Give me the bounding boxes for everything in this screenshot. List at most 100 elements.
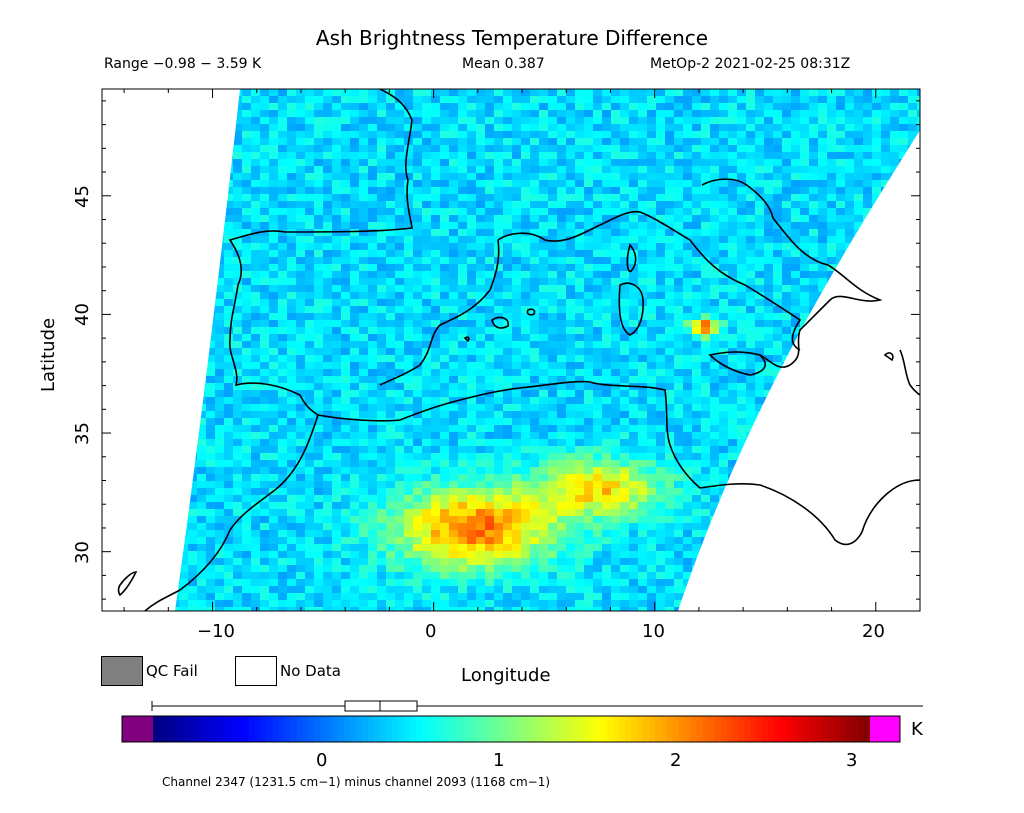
swath-pixel	[188, 327, 198, 335]
swath-pixel	[845, 243, 855, 251]
swath-pixel	[602, 208, 612, 216]
swath-pixel	[845, 432, 855, 440]
swath-pixel	[206, 348, 216, 356]
swath-pixel	[395, 201, 405, 209]
swath-pixel	[287, 138, 297, 146]
swath-pixel	[332, 236, 342, 244]
swath-pixel	[773, 432, 783, 440]
swath-pixel	[674, 425, 684, 433]
swath-pixel	[863, 215, 873, 223]
swath-pixel	[773, 446, 783, 454]
swath-pixel	[175, 124, 180, 132]
swath-pixel	[566, 425, 576, 433]
swath-pixel	[548, 460, 558, 468]
swath-pixel	[386, 285, 396, 293]
swath-pixel	[377, 474, 387, 482]
swath-pixel	[350, 362, 360, 370]
swath-pixel	[323, 271, 333, 279]
swath-pixel	[782, 418, 792, 426]
swath-pixel	[530, 411, 540, 419]
swath-pixel	[467, 271, 477, 279]
swath-pixel	[845, 299, 855, 307]
swath-pixel	[179, 432, 189, 440]
swath-pixel	[602, 285, 612, 293]
swath-pixel	[494, 348, 504, 356]
swath-pixel	[611, 439, 621, 447]
swath-pixel	[260, 411, 270, 419]
swath-pixel	[422, 481, 432, 489]
swath-pixel	[575, 432, 585, 440]
swath-pixel	[413, 159, 423, 167]
swath-pixel	[404, 446, 414, 454]
swath-pixel	[845, 173, 855, 181]
swath-pixel	[548, 327, 558, 335]
swath-pixel	[881, 404, 891, 412]
swath-pixel	[413, 404, 423, 412]
swath-pixel	[422, 180, 432, 188]
swath-pixel	[755, 103, 765, 111]
swath-pixel	[404, 460, 414, 468]
swath-pixel	[737, 362, 747, 370]
swath-pixel	[530, 446, 540, 454]
swath-pixel	[422, 418, 432, 426]
swath-pixel	[773, 145, 783, 153]
swath-pixel	[773, 138, 783, 146]
swath-pixel	[548, 215, 558, 223]
swath-pixel	[539, 313, 549, 321]
swath-pixel	[395, 180, 405, 188]
swath-pixel	[341, 313, 351, 321]
swath-pixel	[611, 145, 621, 153]
swath-pixel	[620, 152, 630, 160]
swath-pixel	[458, 201, 468, 209]
swath-pixel	[566, 264, 576, 272]
swath-pixel	[863, 362, 873, 370]
swath-pixel	[314, 474, 324, 482]
swath-pixel	[341, 152, 351, 160]
swath-pixel	[539, 138, 549, 146]
swath-pixel	[188, 474, 198, 482]
swath-pixel	[188, 425, 198, 433]
swath-pixel	[602, 215, 612, 223]
swath-pixel	[242, 229, 252, 237]
swath-pixel	[701, 376, 711, 384]
swath-pixel	[674, 390, 684, 398]
swath-pixel	[350, 376, 360, 384]
swath-pixel	[809, 348, 819, 356]
swath-pixel	[503, 495, 513, 503]
swath-pixel	[764, 285, 774, 293]
swath-pixel	[224, 145, 234, 153]
swath-pixel	[566, 292, 576, 300]
swath-pixel	[755, 271, 765, 279]
swath-pixel	[593, 488, 603, 496]
swath-pixel	[476, 362, 486, 370]
swath-pixel	[755, 229, 765, 237]
swath-pixel	[665, 173, 675, 181]
swath-pixel	[818, 397, 828, 405]
swath-pixel	[602, 453, 612, 461]
swath-pixel	[746, 180, 756, 188]
swath-pixel	[278, 432, 288, 440]
swath-pixel	[395, 292, 405, 300]
swath-pixel	[647, 369, 657, 377]
swath-pixel	[854, 432, 864, 440]
swath-pixel	[755, 257, 765, 265]
swath-pixel	[377, 264, 387, 272]
swath-pixel	[638, 89, 648, 97]
swath-pixel	[440, 96, 450, 104]
swath-pixel	[773, 299, 783, 307]
swath-pixel	[476, 264, 486, 272]
swath-pixel	[395, 397, 405, 405]
swath-pixel	[809, 390, 819, 398]
swath-pixel	[890, 320, 900, 328]
swath-pixel	[206, 271, 216, 279]
swath-pixel	[836, 180, 846, 188]
swath-pixel	[314, 152, 324, 160]
swath-pixel	[206, 488, 216, 496]
swath-pixel	[800, 299, 810, 307]
swath-pixel	[458, 348, 468, 356]
swath-pixel	[692, 453, 702, 461]
swath-pixel	[584, 355, 594, 363]
swath-pixel	[728, 369, 738, 377]
swath-pixel	[917, 418, 920, 426]
swath-pixel	[539, 474, 549, 482]
